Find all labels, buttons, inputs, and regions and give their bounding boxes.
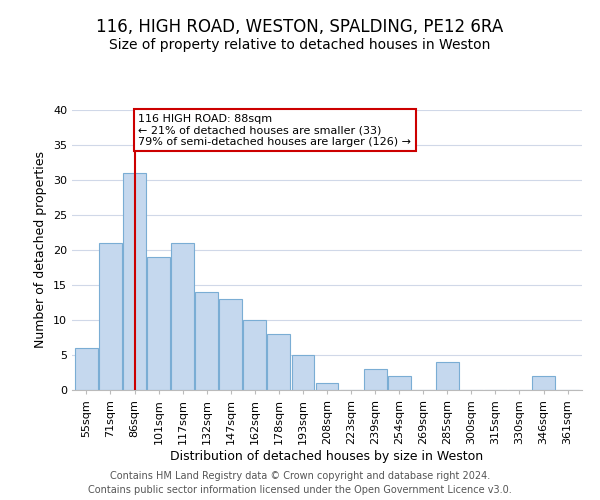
- Bar: [99, 243, 122, 390]
- Text: Size of property relative to detached houses in Weston: Size of property relative to detached ho…: [109, 38, 491, 52]
- X-axis label: Distribution of detached houses by size in Weston: Distribution of detached houses by size …: [170, 450, 484, 462]
- Bar: [436, 362, 459, 390]
- Bar: [364, 369, 386, 390]
- Bar: [171, 243, 194, 390]
- Bar: [75, 348, 98, 390]
- Text: Contains HM Land Registry data © Crown copyright and database right 2024.
Contai: Contains HM Land Registry data © Crown c…: [88, 471, 512, 495]
- Text: 116, HIGH ROAD, WESTON, SPALDING, PE12 6RA: 116, HIGH ROAD, WESTON, SPALDING, PE12 6…: [97, 18, 503, 36]
- Bar: [268, 334, 290, 390]
- Text: 116 HIGH ROAD: 88sqm
← 21% of detached houses are smaller (33)
79% of semi-detac: 116 HIGH ROAD: 88sqm ← 21% of detached h…: [138, 114, 411, 146]
- Bar: [123, 173, 146, 390]
- Bar: [532, 376, 555, 390]
- Bar: [195, 292, 218, 390]
- Bar: [147, 257, 170, 390]
- Bar: [220, 299, 242, 390]
- Bar: [388, 376, 410, 390]
- Bar: [292, 355, 314, 390]
- Bar: [316, 383, 338, 390]
- Y-axis label: Number of detached properties: Number of detached properties: [34, 152, 47, 348]
- Bar: [244, 320, 266, 390]
